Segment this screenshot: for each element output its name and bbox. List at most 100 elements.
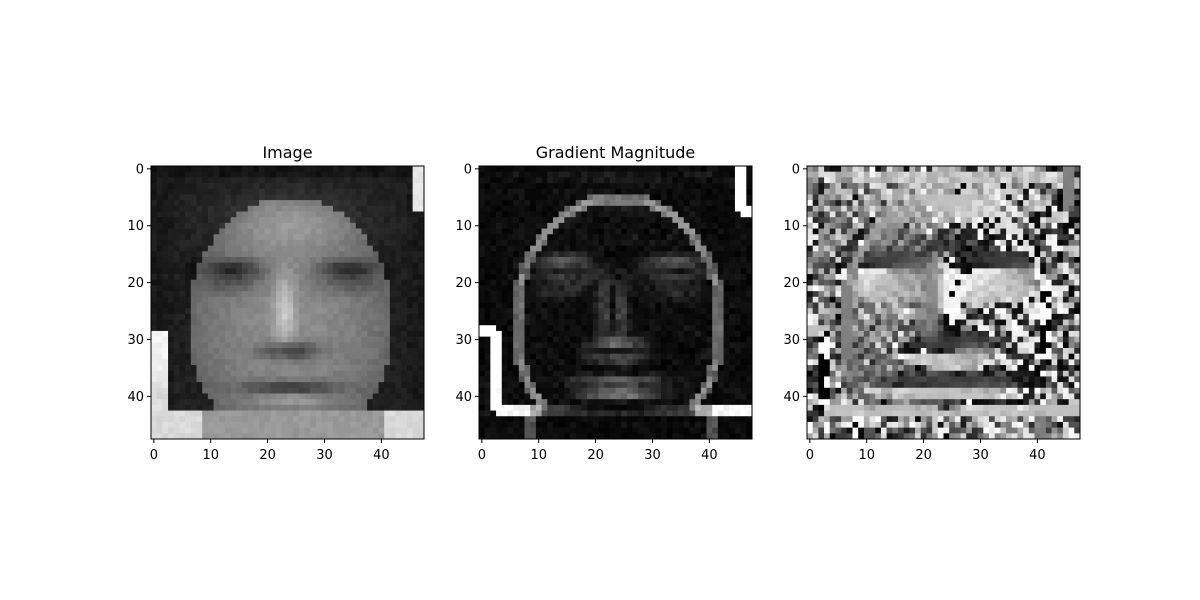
pixel-cell — [350, 234, 357, 241]
pixel-cell — [740, 183, 747, 190]
pixel-cell — [190, 410, 197, 417]
pixel-cell — [310, 296, 317, 303]
pixel-cell — [484, 177, 491, 184]
pixel-cell — [185, 421, 192, 428]
pixel-cell — [717, 166, 724, 173]
pixel-cell — [547, 313, 554, 320]
pixel-cell — [321, 166, 328, 173]
pixel-cell — [717, 421, 724, 428]
pixel-cell — [361, 279, 368, 286]
pixel-cell — [179, 171, 186, 178]
pixel-cell — [672, 217, 679, 224]
pixel-cell — [242, 353, 249, 360]
pixel-cell — [333, 416, 340, 423]
pixel-cell — [558, 200, 565, 207]
pixel-cell — [695, 177, 702, 184]
pixel-cell — [598, 336, 605, 343]
pixel-cell — [638, 285, 645, 292]
pixel-cell — [1006, 166, 1013, 173]
pixel-cell — [484, 239, 491, 246]
pixel-cell — [846, 177, 853, 184]
pixel-cell — [162, 336, 169, 343]
pixel-cell — [418, 296, 425, 303]
pixel-cell — [293, 308, 300, 315]
pixel-cell — [581, 319, 588, 326]
pixel-cell — [338, 342, 345, 349]
pixel-cell — [242, 308, 249, 315]
pixel-cell — [173, 302, 180, 309]
pixel-cell — [270, 348, 277, 355]
pixel-cell — [484, 393, 491, 400]
pixel-cell — [327, 274, 334, 281]
pixel-cell — [734, 393, 741, 400]
pixel-cell — [196, 228, 203, 235]
pixel-cell — [361, 330, 368, 337]
pixel-cell — [649, 239, 656, 246]
pixel-cell — [350, 433, 357, 440]
pixel-cell — [683, 279, 690, 286]
pixel-cell — [247, 433, 254, 440]
pixel-cell — [304, 416, 311, 423]
pixel-cell — [875, 194, 882, 201]
pixel-cell — [581, 166, 588, 173]
pixel-cell — [507, 257, 514, 264]
pixel-cell — [740, 217, 747, 224]
pixel-cell — [706, 330, 713, 337]
pixel-cell — [649, 251, 656, 258]
pixel-cell — [304, 251, 311, 258]
pixel-cell — [185, 239, 192, 246]
pixel-cell — [1023, 200, 1030, 207]
pixel-cell — [276, 404, 283, 411]
pixel-cell — [196, 262, 203, 269]
pixel-cell — [304, 370, 311, 377]
pixel-cell — [219, 353, 226, 360]
pixel-cell — [310, 217, 317, 224]
pixel-cell — [259, 365, 266, 372]
pixel-cell — [712, 166, 719, 173]
pixel-cell — [412, 234, 419, 241]
pixel-cell — [384, 262, 391, 269]
pixel-cell — [372, 359, 379, 366]
pixel-cell — [524, 404, 531, 411]
pixel-cell — [230, 319, 237, 326]
pixel-cell — [253, 262, 260, 269]
pixel-cell — [734, 296, 741, 303]
pixel-cell — [355, 410, 362, 417]
pixel-cell — [378, 313, 385, 320]
pixel-cell — [552, 262, 559, 269]
pixel-cell — [638, 211, 645, 218]
pixel-cell — [484, 376, 491, 383]
pixel-cell — [649, 404, 656, 411]
pixel-cell — [643, 404, 650, 411]
pixel-cell — [361, 308, 368, 315]
pixel-cell — [1000, 177, 1007, 184]
pixel-cell — [909, 188, 916, 195]
pixel-cell — [655, 166, 662, 173]
pixel-cell — [236, 279, 243, 286]
pixel-cell — [298, 393, 305, 400]
pixel-cell — [937, 194, 944, 201]
pixel-cell — [327, 325, 334, 332]
pixel-cell — [678, 348, 685, 355]
pixel-cell — [530, 313, 537, 320]
pixel-cell — [570, 370, 577, 377]
pixel-cell — [672, 433, 679, 440]
pixel-cell — [264, 166, 271, 173]
pixel-cell — [230, 211, 237, 218]
pixel-cell — [683, 274, 690, 281]
pixel-cell — [213, 234, 220, 241]
pixel-cell — [683, 245, 690, 252]
pixel-cell — [168, 166, 175, 173]
pixel-cell — [632, 421, 639, 428]
pixel-cell — [1068, 166, 1075, 173]
pixel-cell — [406, 330, 413, 337]
pixel-cell — [389, 353, 396, 360]
pixel-cell — [479, 222, 486, 229]
pixel-cell — [270, 393, 277, 400]
pixel-cell — [315, 217, 322, 224]
pixel-cell — [717, 382, 724, 389]
pixel-cell — [666, 308, 673, 315]
pixel-cell — [162, 188, 169, 195]
pixel-cell — [706, 166, 713, 173]
pixel-cell — [281, 359, 288, 366]
